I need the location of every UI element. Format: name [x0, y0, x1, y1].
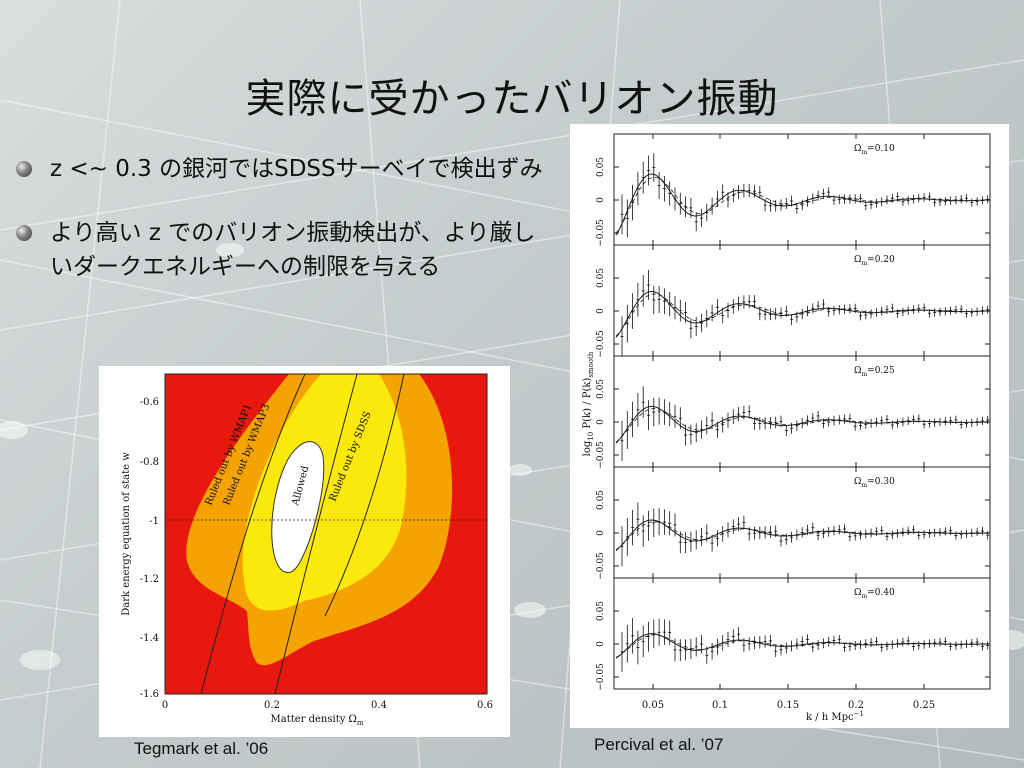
y-tick-label: -1.4	[140, 633, 159, 644]
bullet-text: より高い z でのバリオン振動検出が、より厳しいダークエネルギーへの制限を与える	[50, 220, 536, 280]
y-tick-label: -1	[149, 516, 159, 527]
bullet-list: z <~ 0.3 の銀河ではSDSSサーベイで検出ずみ より高い z でのバリオ…	[14, 152, 554, 314]
bullet-dot-icon	[16, 225, 32, 241]
x-tick-label: 0.15	[777, 700, 799, 711]
bullet-text: z <~ 0.3 の銀河ではSDSSサーベイで検出ずみ	[50, 156, 543, 182]
panel-label: Ωm=0.30	[854, 477, 895, 489]
y-tick-label: -1.2	[140, 574, 159, 585]
bao-panel: 0.05 0 −0.05 Ωm=0.20	[596, 244, 991, 358]
y-tick-label: −0.05	[596, 330, 606, 358]
x-tick-label: 0.2	[848, 700, 864, 711]
caption-left: Tegmark et al. ’06	[134, 739, 269, 758]
x-tick-label: 0.2	[264, 700, 280, 711]
bao-panel: 0.05 0 −0.05 Ωm=0.30	[596, 466, 991, 580]
panel-label: Ωm=0.25	[854, 366, 895, 378]
y-tick-label: −0.05	[596, 219, 606, 247]
slide-title: 実際に受かったバリオン振動	[245, 76, 779, 122]
y-tick-label: -1.6	[140, 689, 159, 700]
y-tick-label: −0.05	[596, 441, 606, 469]
y-tick-label: −0.05	[596, 552, 606, 580]
bao-panel: 0.05 0 −0.05 Ωm=0.40	[596, 577, 991, 691]
x-axis-label: Matter density Ωm	[271, 714, 364, 727]
x-tick-label: 0	[162, 700, 168, 711]
y-tick-label: 0.05	[596, 379, 606, 399]
y-tick-label: 0	[596, 308, 606, 314]
x-tick-label: 0.25	[913, 700, 935, 711]
panel-label: Ωm=0.40	[854, 588, 895, 600]
y-tick-label: 0	[596, 419, 606, 425]
y-tick-label: 0.05	[596, 157, 606, 177]
bao-power-spectrum-figure: log10 P(k) / P(k)smooth k / h Mpc−1 0.05…	[570, 124, 1009, 728]
y-tick-label: 0.05	[596, 490, 606, 510]
y-axis-label: Dark energy equation of state w	[121, 452, 132, 616]
y-axis-label: log10 P(k) / P(k)smooth	[582, 351, 595, 456]
bullet-item: z <~ 0.3 の銀河ではSDSSサーベイで検出ずみ	[14, 152, 554, 186]
y-tick-label: -0.6	[140, 397, 159, 408]
caption-right: Percival et al. ’07	[594, 735, 724, 754]
x-tick-label: 0.6	[477, 700, 493, 711]
panel-label: Ωm=0.10	[854, 144, 895, 156]
bullet-dot-icon	[16, 161, 32, 177]
y-tick-label: 0.05	[596, 601, 606, 621]
y-tick-label: 0.05	[596, 268, 606, 288]
y-tick-label: −0.05	[596, 663, 606, 691]
x-tick-label: 0.4	[371, 700, 387, 711]
x-axis-label: k / h Mpc−1	[806, 710, 864, 723]
y-tick-label: 0	[596, 197, 606, 203]
dark-energy-constraint-figure: Ruled out by WMAP1 Ruled out by WMAP3 Ru…	[99, 366, 510, 737]
y-tick-label: 0	[596, 530, 606, 536]
bao-panel: 0.05 0 −0.05 Ωm=0.10	[596, 133, 991, 247]
panel-label: Ωm=0.20	[854, 255, 895, 267]
allowed-region	[271, 441, 325, 574]
x-tick-label: 0.05	[642, 700, 664, 711]
bao-panel: 0.05 0 −0.05 Ωm=0.25	[596, 355, 991, 469]
x-tick-label: 0.1	[712, 700, 728, 711]
y-tick-label: -0.8	[140, 457, 159, 468]
bullet-item: より高い z でのバリオン振動検出が、より厳しいダークエネルギーへの制限を与える	[14, 216, 554, 284]
y-tick-label: 0	[596, 641, 606, 647]
